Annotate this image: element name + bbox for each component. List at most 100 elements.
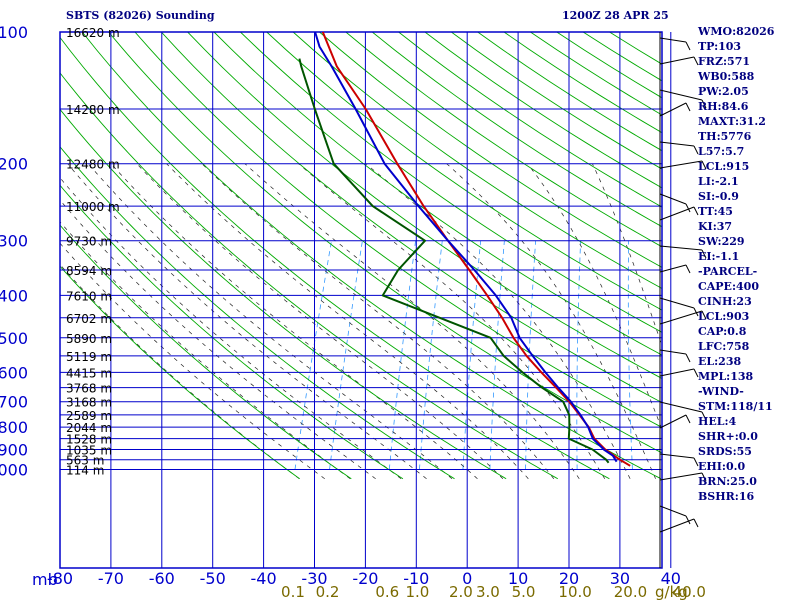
chart-grid — [59, 31, 691, 569]
stats-value: CAPE:400 — [698, 280, 759, 293]
dry-adiabat-line — [345, 32, 662, 248]
wind-barb — [659, 472, 703, 481]
stats-value: SI:-0.9 — [698, 190, 739, 203]
height-label: 11000 m — [66, 200, 120, 214]
temperature-tick-label: 10 — [508, 569, 528, 588]
stats-value: MPL:138 — [698, 370, 754, 383]
wind-barb — [659, 89, 703, 101]
height-label: 4415 m — [66, 366, 112, 380]
pressure-tick-label: 500 — [0, 329, 28, 348]
temperature-tick-label: 20 — [559, 569, 579, 588]
temperature-tick-label: 30 — [610, 569, 630, 588]
height-label: 563 m — [66, 454, 104, 468]
moist-adiabat-line — [166, 163, 529, 479]
mixing-ratio-line — [388, 240, 416, 470]
dry-adiabat-line — [266, 32, 662, 311]
height-label: 5119 m — [66, 350, 112, 364]
height-label: 5890 m — [66, 332, 112, 346]
pressure-tick-label: 900 — [0, 440, 28, 459]
dry-adiabat-line — [371, 32, 662, 228]
moist-adiabat-line — [201, 163, 555, 479]
wind-barb — [659, 245, 703, 251]
temperature-tick-label: -20 — [352, 569, 378, 588]
wind-barb-flag — [685, 264, 691, 274]
wind-barb — [659, 349, 687, 355]
stats-value: STM:118/11 — [698, 400, 773, 413]
dry-adiabat-line — [240, 32, 662, 333]
wind-barb-flag — [685, 515, 691, 525]
dry-adiabat-line — [213, 32, 662, 356]
parcel-line — [314, 31, 618, 463]
dewpoint-line — [298, 58, 610, 464]
wind-barb — [659, 160, 703, 169]
temperature-tick-label: -50 — [200, 569, 226, 588]
stats-value: TH:5776 — [698, 130, 752, 143]
stats-value: FRZ:571 — [698, 55, 750, 68]
wind-barb-flag — [701, 472, 707, 482]
mixing-ratio-label: 2.0 — [449, 583, 473, 600]
wind-barb-flag — [701, 99, 707, 109]
temperature-tick-label: 40 — [661, 569, 681, 588]
height-label: 2044 m — [66, 421, 112, 435]
height-label: 6702 m — [66, 312, 112, 326]
mixing-ratio-line — [679, 241, 691, 470]
stats-value: EHI:0.0 — [698, 460, 745, 473]
dry-adiabat-line — [187, 32, 662, 380]
dry-adiabat-line — [60, 36, 610, 480]
wind-barb-flag — [685, 353, 691, 363]
stats-value: CINH:23 — [698, 295, 752, 308]
wind-barb-flag — [685, 203, 691, 213]
wind-barb — [659, 264, 687, 273]
wind-barb-flag — [701, 160, 707, 170]
stats-value: EI:-1.1 — [698, 250, 739, 263]
stats-value: BSHR:16 — [698, 490, 754, 503]
moist-adiabat-line — [60, 221, 351, 480]
height-label: 2589 m — [66, 409, 112, 423]
stats-value: BRN:25.0 — [698, 475, 757, 488]
y-axis-unit: mb — [32, 570, 58, 589]
stats-value: RH:84.6 — [698, 100, 749, 113]
wind-barb-flag — [685, 414, 691, 424]
mixing-ratio-label: 5.0 — [512, 583, 536, 600]
wind-barb-flag — [693, 368, 699, 378]
pressure-tick-label: 600 — [0, 363, 28, 382]
stats-value: -PARCEL- — [698, 265, 757, 278]
wind-barb-flag — [693, 307, 699, 317]
stats-value: LI:-2.1 — [698, 175, 739, 188]
height-label: 8594 m — [66, 264, 112, 278]
dry-adiabat-line — [60, 72, 558, 480]
pressure-tick-label: 800 — [0, 418, 28, 437]
wind-barb — [659, 414, 687, 429]
moist-adiabat-line — [136, 163, 504, 480]
stats-value: L57:5.7 — [698, 145, 744, 158]
dry-adiabat-line — [134, 32, 662, 428]
temperature-tick-label: 0 — [462, 569, 472, 588]
stats-value: -WIND- — [698, 385, 744, 398]
mixing-ratio-line — [294, 240, 332, 470]
wind-barb-flag — [685, 41, 691, 51]
dry-adiabat-line — [60, 146, 455, 480]
chart-title: SBTS (82026) Sounding — [66, 9, 215, 22]
temperature-tick-label: -60 — [149, 569, 175, 588]
wind-barb-flag — [685, 102, 691, 112]
temperature-tick-label: -30 — [301, 569, 327, 588]
moist-adiabat-line — [60, 242, 325, 480]
stats-value: HEL:4 — [698, 415, 737, 428]
height-label: 7610 m — [66, 289, 112, 303]
height-label: 14280 m — [66, 103, 120, 117]
wind-barb-flag — [701, 411, 707, 421]
dry-adiabat-line — [108, 32, 662, 454]
stats-value: WB0:588 — [697, 70, 755, 83]
wind-barb — [659, 102, 687, 117]
stats-value: LFC:758 — [698, 340, 750, 353]
height-label: 12480 m — [66, 158, 120, 172]
stats-value: CAP:0.8 — [698, 325, 747, 338]
mixing-ratio-label: 0.2 — [316, 583, 340, 600]
moist-adiabat-line — [365, 163, 631, 479]
wind-barb — [659, 401, 703, 413]
pressure-tick-label: 300 — [0, 232, 28, 251]
moist-adiabat-line — [592, 163, 662, 347]
stats-panel: WMO:82026 TP:103 FRZ:571 WB0:588 PW:2.05 RH:8… — [697, 25, 775, 503]
wind-barb-flag — [693, 457, 699, 467]
grid-clipped — [60, 32, 691, 480]
